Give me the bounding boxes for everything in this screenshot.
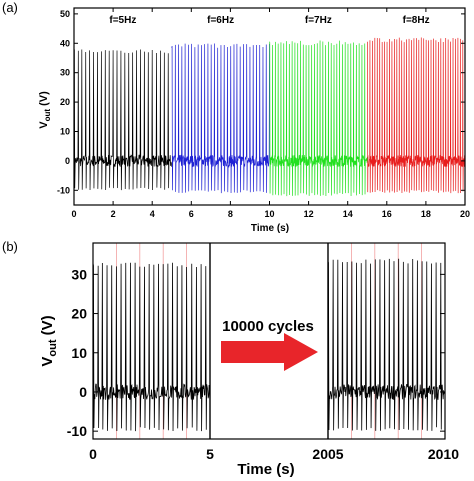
panel-a-x-ticks: 0 2 4 6 8 10 12 14 16 18 20 [71,8,470,219]
y-tick-label: 50 [60,9,70,19]
x-tick-label: 18 [421,209,431,219]
x-tick-label: 0 [89,446,97,462]
y-tick-label: 10 [60,126,70,136]
x-tick-label: 10 [264,209,274,219]
y-tick-label: 20 [71,306,87,322]
panel-b-x-ticks: 0 5 2005 2010 [89,434,459,462]
x-tick-label: 16 [382,209,392,219]
series-line-f-7hz [269,40,368,197]
x-tick-label: 5 [206,446,214,462]
panel-b-plot [92,258,446,432]
x-tick-label: 0 [71,209,76,219]
y-tick-label: 30 [60,68,70,78]
panel-b-frame [92,242,446,440]
panel-a-plot [73,37,466,197]
series-line-f-6hz [171,43,270,194]
arrow-annotation [221,333,318,371]
panel-b-x-axis-label: Time (s) [237,461,294,478]
cycles-annotation: 10000 cycles [222,318,314,335]
y-tick-label: 0 [79,384,87,400]
y-tick-label: 10 [71,345,87,361]
panel-a-x-axis-label: Time (s) [251,223,289,234]
series-label: f=7Hz [305,15,332,26]
panel-label-a: (a) [2,0,18,15]
x-tick-label: 6 [189,209,194,219]
panel-a-y-axis-label: Vout (V) [38,91,52,129]
series-label: f=5Hz [109,15,136,26]
y-tick-label: -10 [57,185,70,195]
series-line-f-8hz [367,37,466,194]
series-line-f-5hz [73,49,173,191]
panel-a-series-labels: f=5Hz f=6Hz f=7Hz f=8Hz [109,15,429,26]
series-line-segment-2 [327,258,446,431]
y-tick-label: 30 [71,266,87,282]
x-tick-label: 12 [304,209,314,219]
x-tick-label: 14 [343,209,353,219]
x-tick-label: 20 [460,209,470,219]
panel-b-y-ticks: -10 0 10 20 30 [67,266,445,439]
x-tick-label: 8 [228,209,233,219]
x-tick-label: 2 [111,209,116,219]
panel-a-y-ticks: -10 0 10 20 30 40 50 [57,9,465,195]
y-tick-label: 20 [60,97,70,107]
series-label: f=8Hz [403,15,430,26]
y-tick-label: 0 [65,156,70,166]
panel-label-b: (b) [2,239,18,254]
x-tick-label: 2005 [312,446,343,462]
y-tick-label: 40 [60,38,70,48]
series-label: f=6Hz [207,15,234,26]
y-tick-label: -10 [67,423,87,439]
x-tick-label: 2010 [428,446,459,462]
panel-b-y-axis-label: Vout (V) [39,315,59,366]
x-tick-label: 4 [150,209,155,219]
panel-a: (a) 0 2 4 6 8 10 12 14 16 18 20 -10 0 10 20 30 40 50 f=5… [2,0,470,234]
series-line-segment-1 [92,262,211,432]
